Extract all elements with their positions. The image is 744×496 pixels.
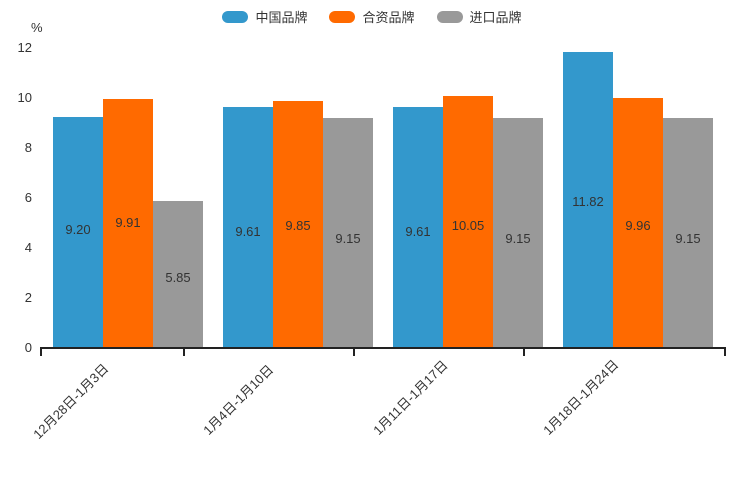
bar-value-label: 9.20 xyxy=(65,222,91,237)
legend-label-joint-venture: 合资品牌 xyxy=(362,9,415,25)
y-tick-label: 0 xyxy=(24,340,32,355)
x-axis-tick xyxy=(724,349,726,356)
y-tick-label: 12 xyxy=(17,40,32,55)
chart-legend: 中国品牌 合资品牌 进口品牌 xyxy=(0,6,744,28)
legend-swatch-icon-import xyxy=(436,11,463,23)
bar-import[interactable] xyxy=(153,200,203,347)
x-tick-label: 12月28日-1月3日 xyxy=(30,360,112,442)
bar-joint-venture[interactable] xyxy=(613,98,663,347)
x-tick-label: 1月4日-1月10日 xyxy=(200,361,277,438)
legend-item-joint-venture[interactable]: 合资品牌 xyxy=(329,9,415,25)
y-tick-label: 6 xyxy=(24,190,32,205)
bar-import[interactable] xyxy=(663,118,713,347)
x-axis-tick xyxy=(523,349,525,356)
bar-china[interactable] xyxy=(393,106,443,347)
bar-value-label: 9.15 xyxy=(335,231,361,246)
bar-china[interactable] xyxy=(563,51,613,347)
legend-label-china: 中国品牌 xyxy=(255,9,308,25)
y-tick-label: 8 xyxy=(24,140,32,155)
bar-value-label: 9.91 xyxy=(115,215,141,230)
legend-item-china[interactable]: 中国品牌 xyxy=(222,11,307,24)
legend-swatch-icon-china xyxy=(222,11,249,23)
bar-joint-venture[interactable] xyxy=(273,100,323,347)
bar-joint-venture[interactable] xyxy=(103,99,153,347)
bar-import[interactable] xyxy=(493,118,543,347)
x-tick-label: 1月18日-1月24日 xyxy=(540,356,622,438)
bar-china[interactable] xyxy=(53,117,103,347)
y-tick-label: 10 xyxy=(17,90,32,105)
x-axis-tick xyxy=(353,349,355,356)
y-tick-label: 2 xyxy=(24,290,32,305)
legend-label-import: 进口品牌 xyxy=(469,9,522,25)
bar-value-label: 9.96 xyxy=(625,218,651,233)
legend-swatch-icon-joint-venture xyxy=(329,11,356,23)
y-tick-label: 4 xyxy=(24,240,32,255)
bar-value-label: 9.15 xyxy=(505,231,531,246)
bar-value-label: 11.82 xyxy=(572,194,604,209)
x-tick-label: 1月11日-1月17日 xyxy=(370,357,451,438)
bar-value-label: 10.05 xyxy=(451,218,485,233)
bar-value-label: 9.61 xyxy=(405,224,431,239)
bar-value-label: 9.85 xyxy=(285,218,311,233)
x-axis-tick xyxy=(40,349,42,356)
x-axis-tick xyxy=(183,349,185,356)
bar-china[interactable] xyxy=(223,106,273,347)
bar-import[interactable] xyxy=(323,118,373,347)
bar-value-label: 5.85 xyxy=(165,270,191,285)
bar-value-label: 9.61 xyxy=(235,224,261,239)
legend-item-import[interactable]: 进口品牌 xyxy=(436,9,522,25)
x-axis-line xyxy=(40,347,726,349)
bar-joint-venture[interactable] xyxy=(443,95,493,347)
y-axis-unit-label: % xyxy=(31,20,43,35)
bar-value-label: 9.15 xyxy=(675,231,701,246)
